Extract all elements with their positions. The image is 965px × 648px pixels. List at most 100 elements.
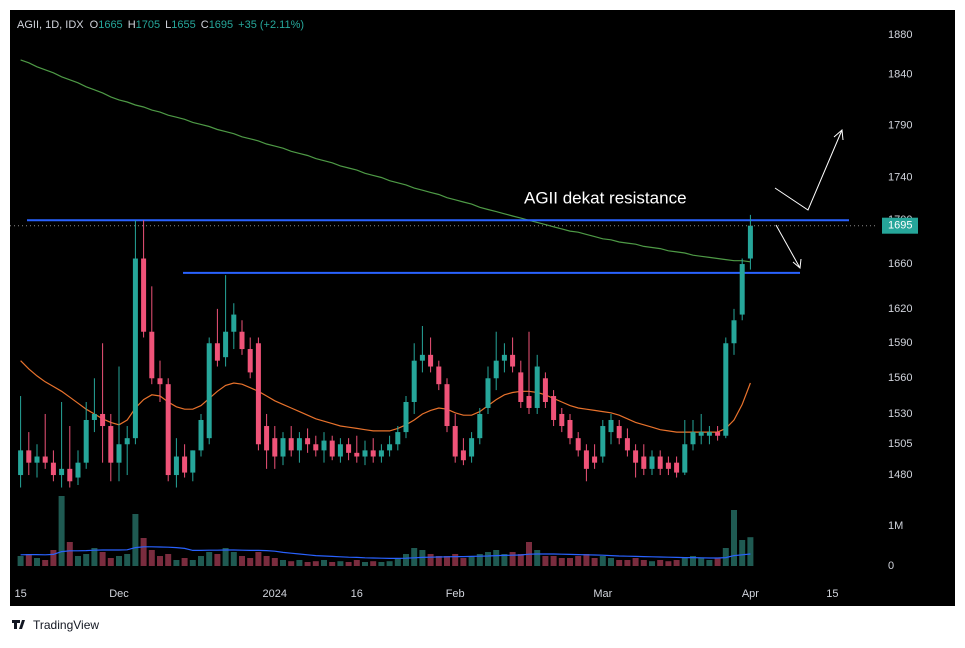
ohlc-letter: C (201, 19, 209, 31)
candle-body (50, 462, 56, 476)
candle-body (526, 396, 532, 408)
candle-body (190, 450, 196, 473)
candle-body (542, 378, 548, 402)
volume-bar (509, 552, 516, 566)
volume-bar (83, 554, 90, 566)
y-tick-label: 1660 (888, 258, 912, 270)
candle-body (337, 444, 343, 457)
candle-body (378, 450, 384, 457)
volume-bar (452, 554, 459, 566)
candle-body (26, 450, 32, 463)
candle-body (493, 360, 499, 379)
volume-bar (591, 558, 598, 566)
candle-body (731, 320, 737, 344)
volume-bar (567, 558, 573, 566)
ma-short-line (20, 360, 751, 433)
candle-body (141, 258, 147, 332)
candle-body (682, 444, 688, 473)
candle-body (518, 372, 524, 402)
candle-body (346, 444, 352, 453)
y-tick-label: 1530 (888, 408, 912, 420)
y-tick-label: 1560 (888, 372, 912, 384)
plot: 1880184017901740170016601620159015601530… (10, 29, 918, 600)
arrow-up (774, 129, 843, 211)
volume-bar (91, 548, 98, 566)
volume-bar (747, 537, 754, 566)
candle-body (34, 456, 40, 463)
candle-body (149, 331, 155, 379)
volume-bar (312, 561, 319, 566)
volume-bar (337, 561, 344, 566)
candle-body (75, 462, 81, 478)
candle-body (329, 440, 335, 457)
candle-body (452, 426, 458, 457)
volume-bar (681, 558, 688, 566)
ohlc-value: 1665 (98, 19, 122, 31)
candle-body (395, 432, 401, 445)
volume-bar (329, 562, 336, 566)
volume-bar (280, 560, 286, 566)
volume-bar (493, 550, 500, 566)
volume-bar (714, 558, 721, 566)
candle-body (231, 314, 237, 332)
candle-body (419, 354, 425, 361)
volume-bar (444, 556, 450, 566)
volume-bar (624, 560, 631, 566)
volume-bar (255, 552, 262, 566)
arrowhead (792, 258, 802, 269)
symbol: AGII, 1D, IDX (17, 19, 84, 31)
y-tick-label: 1790 (888, 119, 912, 131)
volume-bar (394, 558, 401, 566)
header: AGII, 1D, IDX O1665 H1705 L1655 C1695 +35 (+2… (17, 19, 304, 31)
candle-body (723, 343, 729, 436)
candle-body (18, 450, 24, 476)
candle-body (255, 343, 261, 445)
volume-bar (575, 556, 582, 566)
volume-bar (107, 558, 114, 566)
ohlc-value: 1705 (136, 19, 160, 31)
volume-bar (239, 556, 245, 566)
volume-bar (206, 552, 213, 566)
candle-body (313, 444, 319, 451)
volume-bar (649, 561, 655, 566)
ohlc-letter: O (90, 19, 99, 31)
volume-bar (148, 550, 155, 566)
candle-body (592, 456, 598, 463)
candle-body (567, 419, 573, 439)
candle-body (264, 426, 270, 451)
arrows (774, 128, 844, 269)
volume-bar (75, 556, 81, 566)
volume-bar (157, 556, 163, 566)
candle-body (124, 438, 130, 445)
candle-body (354, 452, 360, 457)
x-tick-label: Mar (593, 588, 612, 600)
volume-bar (362, 562, 368, 566)
candle-body (116, 444, 122, 463)
volume-bar (640, 560, 647, 566)
candle-body (42, 456, 48, 463)
ohlc-letter: H (128, 19, 136, 31)
candle-body (534, 366, 540, 408)
candle-body (288, 438, 294, 451)
volume-bar (17, 556, 24, 566)
volume-bar (304, 562, 311, 566)
candle-body (305, 438, 311, 445)
candle-body (444, 384, 450, 427)
volume-bar (99, 552, 106, 566)
candle-body (362, 450, 368, 457)
y-tick-label: 1880 (888, 29, 912, 41)
candle-body (83, 419, 89, 463)
volume-bar (58, 496, 65, 566)
volume-bar (66, 542, 73, 566)
last-price-tag (882, 217, 918, 234)
candle-body (165, 384, 171, 476)
x-tick-label: Feb (446, 588, 465, 600)
candle-body (477, 413, 483, 439)
candle-body (674, 462, 680, 473)
logo: TradingView (12, 618, 99, 632)
candle-body (239, 331, 245, 350)
volume-tick-label: 1M (888, 520, 903, 532)
volume-bar (386, 561, 393, 566)
candle-body (214, 343, 220, 361)
